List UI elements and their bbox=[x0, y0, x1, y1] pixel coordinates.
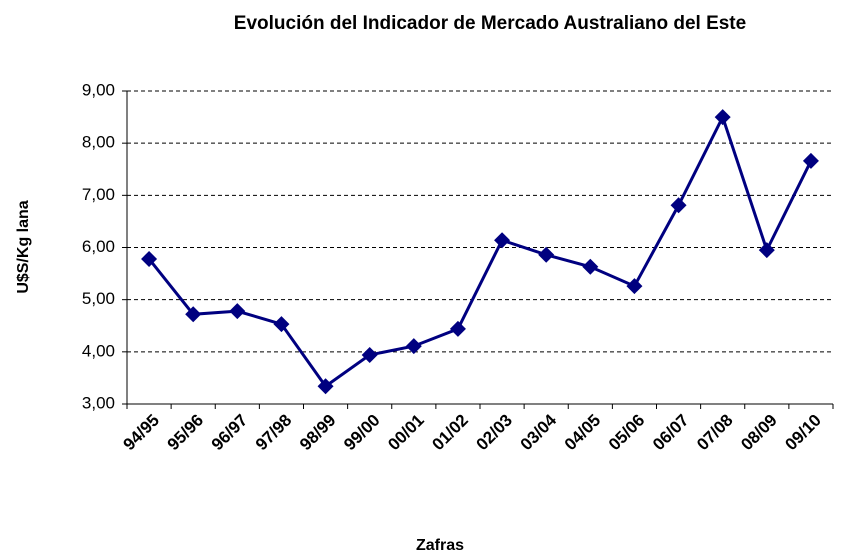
marker bbox=[626, 278, 643, 295]
y-axis-label: U$S/Kg lana bbox=[15, 200, 32, 293]
marker bbox=[670, 197, 687, 214]
marker bbox=[714, 109, 731, 126]
x-tick-label: 99/00 bbox=[340, 411, 384, 455]
x-tick-label: 08/09 bbox=[737, 411, 781, 455]
x-tick-label: 97/98 bbox=[252, 411, 296, 455]
x-tick-label: 95/96 bbox=[164, 411, 208, 455]
marker bbox=[361, 346, 378, 363]
marker bbox=[582, 258, 599, 275]
y-tick-label: 3,00 bbox=[82, 393, 115, 412]
marker bbox=[538, 246, 555, 263]
marker bbox=[229, 303, 246, 320]
y-tick-label: 7,00 bbox=[82, 185, 115, 204]
x-tick-label: 01/02 bbox=[428, 411, 472, 455]
marker bbox=[494, 232, 511, 249]
series-line bbox=[147, 113, 813, 389]
y-tick-label: 4,00 bbox=[82, 341, 115, 360]
x-tick-label: 07/08 bbox=[693, 411, 737, 455]
marker bbox=[449, 320, 466, 337]
marker bbox=[141, 250, 158, 267]
x-tick-label: 03/04 bbox=[517, 410, 561, 454]
marker bbox=[758, 242, 775, 259]
x-tick-label: 98/99 bbox=[296, 411, 340, 455]
marker bbox=[405, 338, 422, 355]
y-tick-label: 9,00 bbox=[82, 80, 115, 99]
x-tick-label: 02/03 bbox=[473, 411, 517, 455]
y-tick-label: 5,00 bbox=[82, 289, 115, 308]
marker bbox=[185, 306, 202, 323]
marker bbox=[802, 152, 819, 169]
x-tick-label: 09/10 bbox=[781, 411, 825, 455]
x-tick-label: 94/95 bbox=[120, 411, 164, 455]
marker bbox=[273, 316, 290, 333]
x-axis-label: Zafras bbox=[416, 537, 464, 554]
x-tick-label: 04/05 bbox=[561, 411, 605, 455]
y-tick-label: 8,00 bbox=[82, 133, 115, 152]
chart-title: Evolución del Indicador de Mercado Austr… bbox=[234, 13, 746, 34]
x-tick-label: 06/07 bbox=[649, 411, 693, 455]
y-tick-label: 6,00 bbox=[82, 237, 115, 256]
marker bbox=[317, 378, 334, 395]
x-tick-label: 05/06 bbox=[605, 411, 649, 455]
x-tick-label: 96/97 bbox=[208, 411, 252, 455]
x-tick-label: 00/01 bbox=[384, 411, 428, 455]
